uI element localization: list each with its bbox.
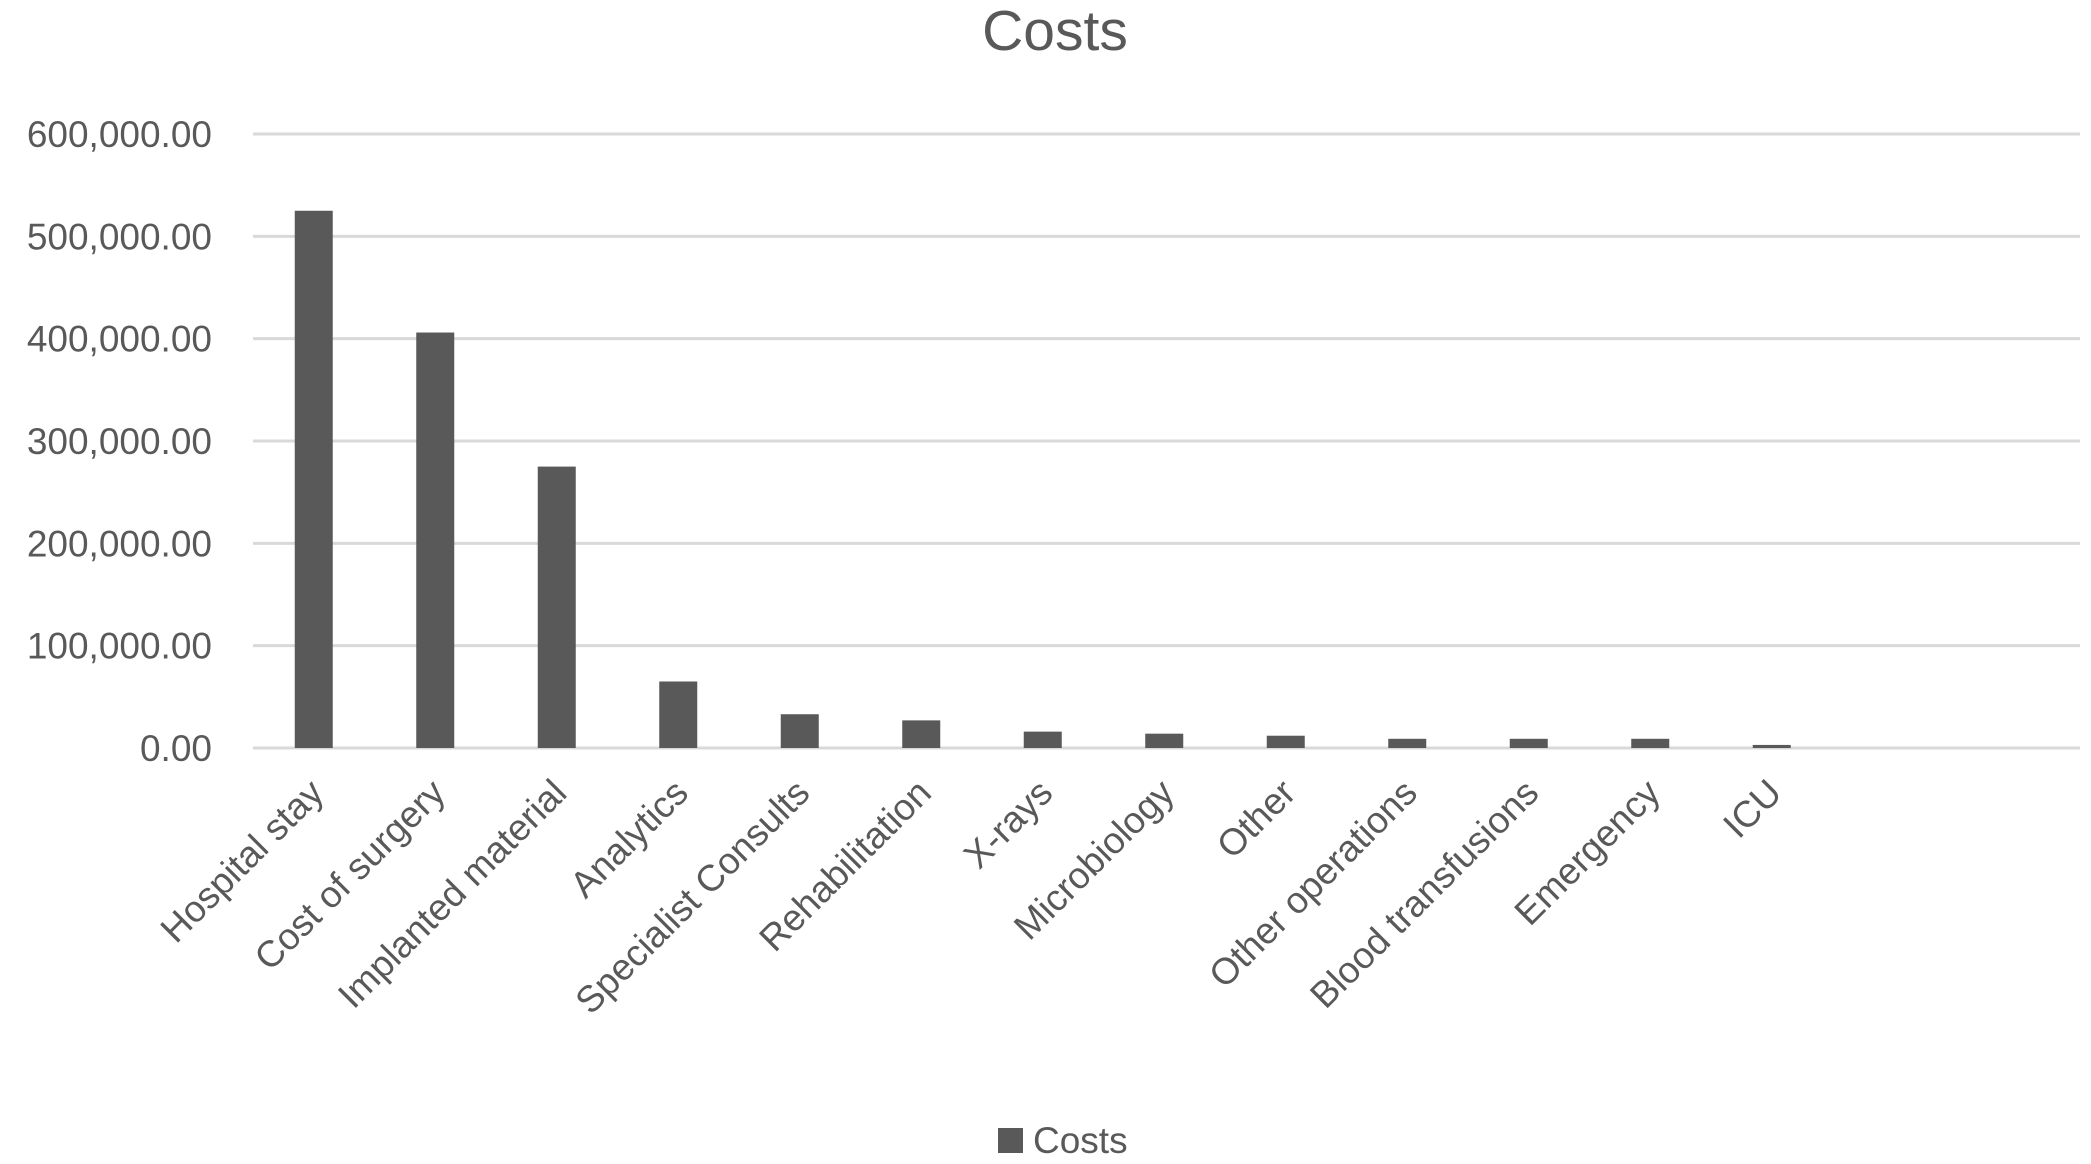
y-tick-label: 500,000.00 bbox=[27, 216, 212, 257]
bar bbox=[1145, 733, 1184, 748]
bar bbox=[1388, 738, 1427, 748]
bar bbox=[1023, 731, 1062, 748]
bar bbox=[1752, 744, 1791, 748]
y-tick-label: 300,000.00 bbox=[27, 421, 212, 462]
x-category-label: Specialist Consults bbox=[567, 772, 817, 1022]
bar bbox=[659, 681, 698, 748]
legend-swatch bbox=[998, 1128, 1023, 1153]
bar bbox=[416, 332, 455, 748]
bar bbox=[537, 466, 576, 748]
bar bbox=[1631, 738, 1670, 748]
gridlines bbox=[253, 132, 2080, 750]
y-axis-tick-labels: 0.00 100,000.00 200,000.00 300,000.00 400,00… bbox=[27, 114, 212, 769]
bar bbox=[1509, 738, 1548, 748]
y-tick-label: 100,000.00 bbox=[27, 626, 212, 667]
y-tick-label: 0.00 bbox=[140, 728, 212, 769]
y-tick-label: 400,000.00 bbox=[27, 319, 212, 360]
x-category-label: X-rays bbox=[956, 772, 1061, 877]
bar bbox=[780, 714, 819, 748]
x-category-label: ICU bbox=[1715, 772, 1789, 846]
x-category-label: Implanted material bbox=[330, 772, 574, 1016]
chart-title: Costs bbox=[982, 0, 1128, 63]
x-category-label: Blood transfusions bbox=[1302, 772, 1546, 1016]
bar bbox=[902, 720, 941, 748]
bars bbox=[294, 210, 1791, 748]
x-category-label: Other operations bbox=[1201, 772, 1425, 996]
x-category-label: Other bbox=[1209, 772, 1303, 866]
legend-label: Costs bbox=[1033, 1120, 1128, 1161]
legend: Costs bbox=[998, 1120, 1128, 1161]
bar bbox=[1266, 735, 1305, 748]
bar bbox=[294, 210, 333, 748]
y-tick-label: 600,000.00 bbox=[27, 114, 212, 155]
y-tick-label: 200,000.00 bbox=[27, 523, 212, 564]
